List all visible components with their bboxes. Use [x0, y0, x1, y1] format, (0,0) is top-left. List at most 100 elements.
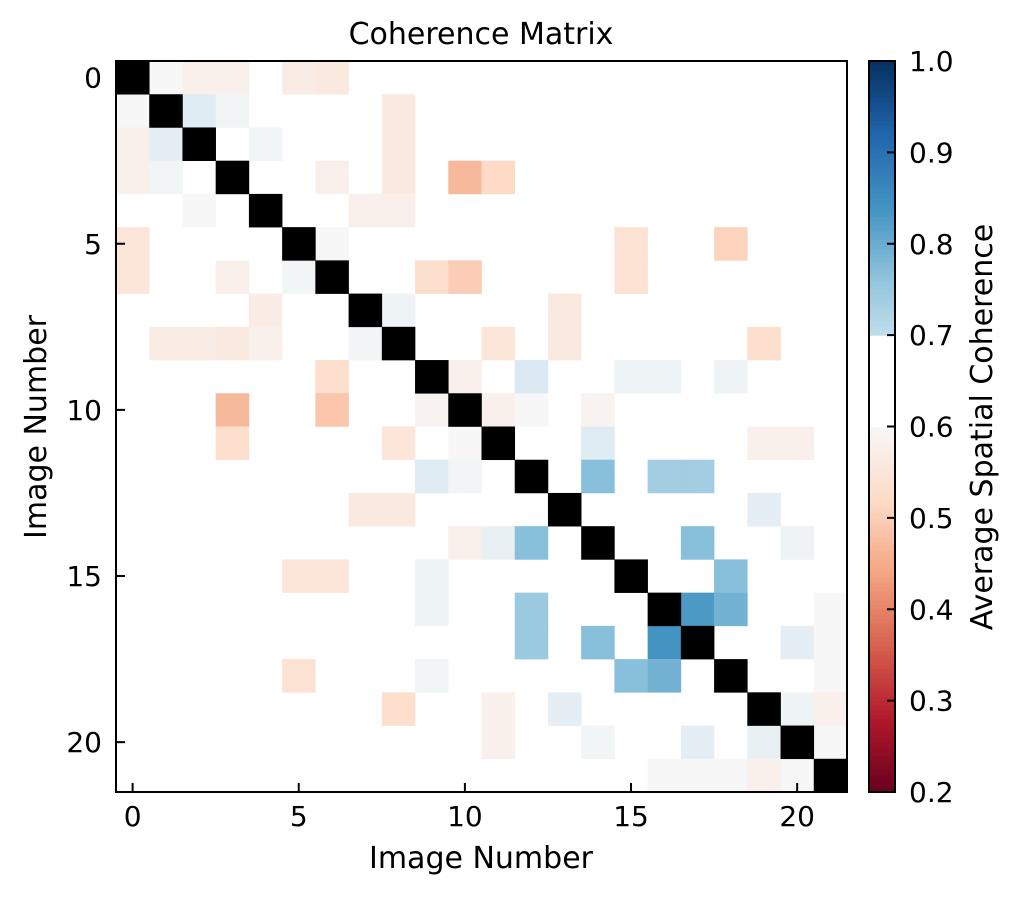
colorbar-segment: [869, 476, 895, 482]
colorbar-segment: [869, 188, 895, 195]
heatmap-cell: [215, 61, 250, 95]
heatmap-cell: [547, 692, 582, 726]
colorbar-segment: [869, 632, 895, 638]
colorbar-segment: [869, 732, 895, 738]
heatmap-cell: [116, 260, 150, 294]
heatmap-cell: [448, 426, 482, 461]
colorbar-segment: [869, 316, 895, 323]
heatmap-cell: [182, 94, 216, 128]
y-tick-label: 0: [84, 62, 102, 95]
heatmap-cell: [514, 592, 549, 627]
colorbar-segment: [869, 686, 895, 693]
diagonal-cell: [282, 227, 316, 261]
colorbar-segment: [869, 92, 895, 99]
heatmap-cell: [182, 193, 216, 228]
colorbar-segment: [869, 115, 895, 121]
colorbar-segment: [869, 248, 895, 254]
colorbar-segment: [869, 590, 895, 597]
colorbar-segment: [869, 691, 895, 697]
colorbar-segment: [869, 654, 895, 661]
y-tick-label: 20: [66, 726, 102, 759]
diagonal-cell: [780, 725, 815, 760]
colorbar-segment: [869, 522, 895, 528]
colorbar-tick-label: 0.3: [909, 685, 954, 718]
colorbar-segment: [869, 353, 895, 359]
colorbar-segment: [869, 357, 895, 364]
colorbar-segment: [869, 289, 895, 295]
colorbar-segment: [869, 723, 895, 729]
colorbar-segment: [869, 257, 895, 263]
colorbar-segment: [869, 645, 895, 651]
heatmap-cell: [680, 526, 715, 560]
heatmap-cell: [813, 625, 848, 660]
colorbar-segment: [869, 166, 895, 172]
colorbar-segment: [869, 568, 895, 574]
colorbar-segment: [869, 782, 895, 789]
colorbar-segment: [869, 152, 895, 158]
colorbar-segment: [869, 554, 895, 560]
colorbar-segment: [869, 750, 895, 757]
heatmap-cell: [680, 725, 715, 760]
colorbar-segment: [869, 481, 895, 487]
colorbar-segment: [869, 709, 895, 715]
colorbar-segment: [869, 755, 895, 761]
heatmap-cell: [780, 526, 815, 560]
diagonal-cell: [680, 625, 715, 660]
colorbar-segment: [869, 673, 895, 679]
y-axis-ticks: 0 5 10 15 20: [66, 62, 125, 759]
x-axis-label: Image Number: [369, 841, 594, 876]
colorbar-tick-label: 0.7: [909, 319, 954, 352]
y-tick-label: 5: [84, 228, 102, 261]
colorbar-segment: [869, 376, 895, 382]
heatmap-cell: [780, 625, 815, 660]
colorbar-segment: [869, 636, 895, 642]
colorbar-segment: [869, 234, 895, 240]
heatmap-cell: [215, 393, 250, 427]
colorbar-segment: [869, 220, 895, 227]
y-tick-label: 10: [66, 394, 102, 427]
heatmap-cell: [581, 459, 615, 494]
colorbar-segment: [869, 83, 895, 90]
colorbar-segment: [869, 764, 895, 770]
heatmap-cell: [514, 393, 549, 427]
colorbar-segment: [869, 431, 895, 437]
diagonal-cell: [149, 94, 183, 128]
x-tick-label: 10: [447, 800, 483, 833]
colorbar-segment: [869, 303, 895, 309]
x-tick-label: 5: [290, 800, 308, 833]
colorbar-ticks: 0.2 0.3 0.4 0.5 0.6 0.7 0.8 0.9 1.0: [887, 45, 954, 809]
heatmap-cell: [481, 393, 516, 427]
colorbar-segment: [869, 371, 895, 377]
heatmap-cell: [514, 625, 549, 660]
colorbar-segment: [869, 563, 895, 569]
heatmap-cell: [647, 758, 682, 793]
heatmap-cell: [647, 459, 682, 494]
colorbar-segment: [869, 490, 895, 496]
colorbar-segment: [869, 330, 895, 336]
heatmap-cell: [614, 227, 648, 261]
heatmap-cell: [381, 193, 416, 228]
colorbar-segment: [869, 111, 895, 117]
x-tick-label: 15: [613, 800, 649, 833]
colorbar-segment: [869, 463, 895, 469]
colorbar-segment: [869, 147, 895, 153]
colorbar-segment: [869, 179, 895, 185]
heatmap-cell: [282, 559, 316, 593]
heatmap-cell: [215, 426, 250, 461]
colorbar-segment: [869, 243, 895, 249]
heatmap-cell: [182, 326, 216, 361]
colorbar-segment: [869, 536, 895, 542]
colorbar-segment: [869, 426, 895, 432]
heatmap-cell: [614, 659, 648, 693]
colorbar-segment: [869, 61, 895, 67]
colorbar-segment: [869, 604, 895, 610]
colorbar-segment: [869, 495, 895, 501]
heatmap-cell: [315, 61, 349, 95]
heatmap-cell: [282, 260, 316, 294]
heatmap-cell: [381, 426, 416, 461]
heatmap-cell: [481, 160, 516, 195]
y-tick-label: 15: [66, 560, 102, 593]
heatmap-cell: [714, 758, 748, 793]
colorbar-segment: [869, 175, 895, 181]
heatmap-cell: [813, 725, 848, 760]
